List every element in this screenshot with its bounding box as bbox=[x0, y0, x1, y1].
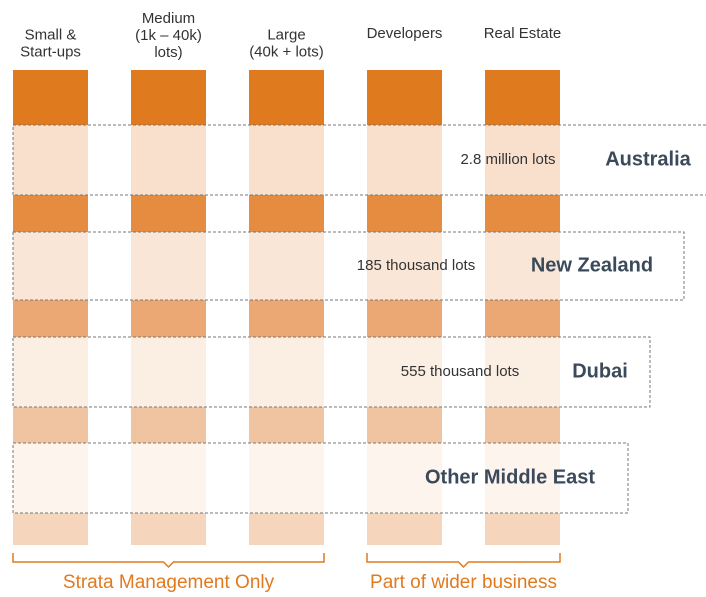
region-lots: 185 thousand lots bbox=[357, 257, 475, 274]
bar-segment bbox=[13, 337, 88, 407]
bar-segment bbox=[367, 443, 442, 513]
bar-segment bbox=[131, 300, 206, 337]
bracket bbox=[366, 553, 561, 569]
bar-segment bbox=[131, 195, 206, 232]
bar-segment bbox=[13, 232, 88, 300]
bar-segment bbox=[249, 407, 324, 443]
bar-segment bbox=[131, 337, 206, 407]
group-label: Part of wider business bbox=[370, 572, 557, 593]
bar-segment bbox=[249, 70, 324, 125]
bar-segment bbox=[131, 513, 206, 545]
column-header: lots) bbox=[154, 44, 182, 61]
bar-segment bbox=[13, 443, 88, 513]
bar-segment bbox=[13, 300, 88, 337]
column-header: (1k – 40k) bbox=[135, 27, 202, 44]
bar-segment bbox=[367, 407, 442, 443]
bar-segment bbox=[13, 125, 88, 195]
bar-segment bbox=[249, 195, 324, 232]
bar-segment bbox=[249, 300, 324, 337]
region-lots: 2.8 million lots bbox=[460, 151, 555, 168]
bar-segment bbox=[485, 513, 560, 545]
region-lots: 555 thousand lots bbox=[401, 363, 519, 380]
bar-segment bbox=[367, 125, 442, 195]
region-box bbox=[12, 231, 685, 301]
region-box bbox=[12, 336, 651, 408]
bar-segment bbox=[367, 337, 442, 407]
column-header: Large bbox=[267, 26, 305, 43]
column-header: Small & bbox=[25, 26, 77, 43]
bar-segment bbox=[131, 443, 206, 513]
bar-segment bbox=[367, 195, 442, 232]
bar-segment bbox=[131, 70, 206, 125]
bar-segment bbox=[13, 195, 88, 232]
region-box bbox=[12, 442, 629, 514]
bar-segment bbox=[249, 443, 324, 513]
group-label: Strata Management Only bbox=[63, 572, 275, 593]
bar-segment bbox=[485, 300, 560, 337]
bar-segment bbox=[13, 513, 88, 545]
region-name: New Zealand bbox=[531, 254, 653, 276]
bar-segment bbox=[131, 407, 206, 443]
bar-segment bbox=[485, 232, 560, 300]
bar-segment bbox=[249, 337, 324, 407]
column-header: Medium bbox=[142, 10, 195, 27]
region-name: Other Middle East bbox=[425, 466, 595, 488]
bar-segment bbox=[249, 232, 324, 300]
bar-segment bbox=[131, 232, 206, 300]
bar-segment bbox=[485, 70, 560, 125]
bar-segment bbox=[249, 125, 324, 195]
column-header: Start-ups bbox=[20, 43, 81, 60]
bar-segment bbox=[367, 232, 442, 300]
bar-segment bbox=[249, 513, 324, 545]
bar-segment bbox=[485, 195, 560, 232]
bar-segment bbox=[13, 70, 88, 125]
column-header: Real Estate bbox=[484, 25, 562, 42]
bar-segment bbox=[485, 443, 560, 513]
region-name: Australia bbox=[605, 148, 691, 170]
region-name: Dubai bbox=[572, 360, 628, 382]
bracket bbox=[12, 553, 325, 569]
region-box bbox=[12, 124, 706, 196]
bar-segment bbox=[367, 513, 442, 545]
bar-segment bbox=[367, 70, 442, 125]
bar-segment bbox=[13, 407, 88, 443]
bar-segment bbox=[131, 125, 206, 195]
column-header: (40k + lots) bbox=[249, 43, 324, 60]
bar-segment bbox=[485, 125, 560, 195]
bar-segment bbox=[485, 337, 560, 407]
column-header: Developers bbox=[367, 25, 443, 42]
bar-segment bbox=[485, 407, 560, 443]
bar-segment bbox=[367, 300, 442, 337]
